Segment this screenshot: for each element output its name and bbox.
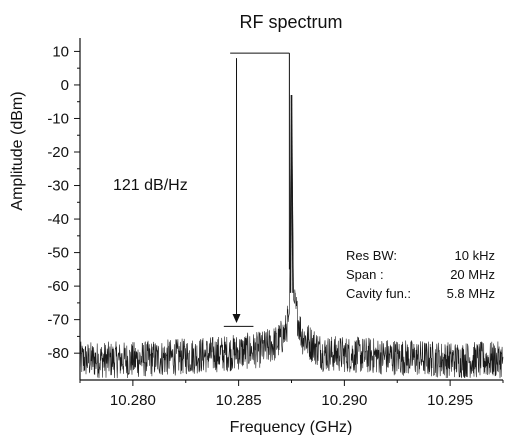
info-label: Span : — [346, 267, 384, 282]
noise-arrow-head — [232, 314, 241, 323]
peak-line-right — [290, 94, 294, 293]
y-tick-label: -80 — [47, 345, 69, 362]
y-axis-label: Amplitude (dBm) — [9, 91, 26, 210]
info-value: 10 kHz — [455, 248, 495, 263]
y-tick-label: 0 — [61, 77, 69, 94]
info-value: 20 MHz — [450, 267, 495, 282]
x-tick-label: 10.290 — [321, 392, 367, 409]
plot-area: 10 0 -10 -20 -30 -40 -50 -60 -70 -80 10.280 10.285 1… — [47, 38, 504, 409]
x-axis-label: Frequency (GHz) — [230, 419, 353, 435]
noise-ratio-label: 121 dB/Hz — [113, 177, 188, 194]
y-tick-label: -50 — [47, 245, 69, 262]
y-tick-label: -60 — [47, 278, 69, 295]
x-tick-label: 10.280 — [110, 392, 156, 409]
x-tick-label: 10.295 — [427, 392, 473, 409]
info-label: Res BW: — [346, 248, 397, 263]
y-tick-label: -30 — [47, 178, 69, 195]
x-tick-label: 10.285 — [216, 392, 262, 409]
info-label: Cavity fun.: — [346, 286, 411, 301]
y-tick-label: -40 — [47, 211, 69, 228]
y-tick-label: -70 — [47, 312, 69, 329]
y-tick-label: -20 — [47, 144, 69, 161]
y-tick-label: 10 — [52, 43, 69, 60]
info-value: 5.8 MHz — [447, 286, 495, 301]
chart-title: RF spectrum — [239, 12, 342, 32]
y-tick-label: -10 — [47, 110, 69, 127]
